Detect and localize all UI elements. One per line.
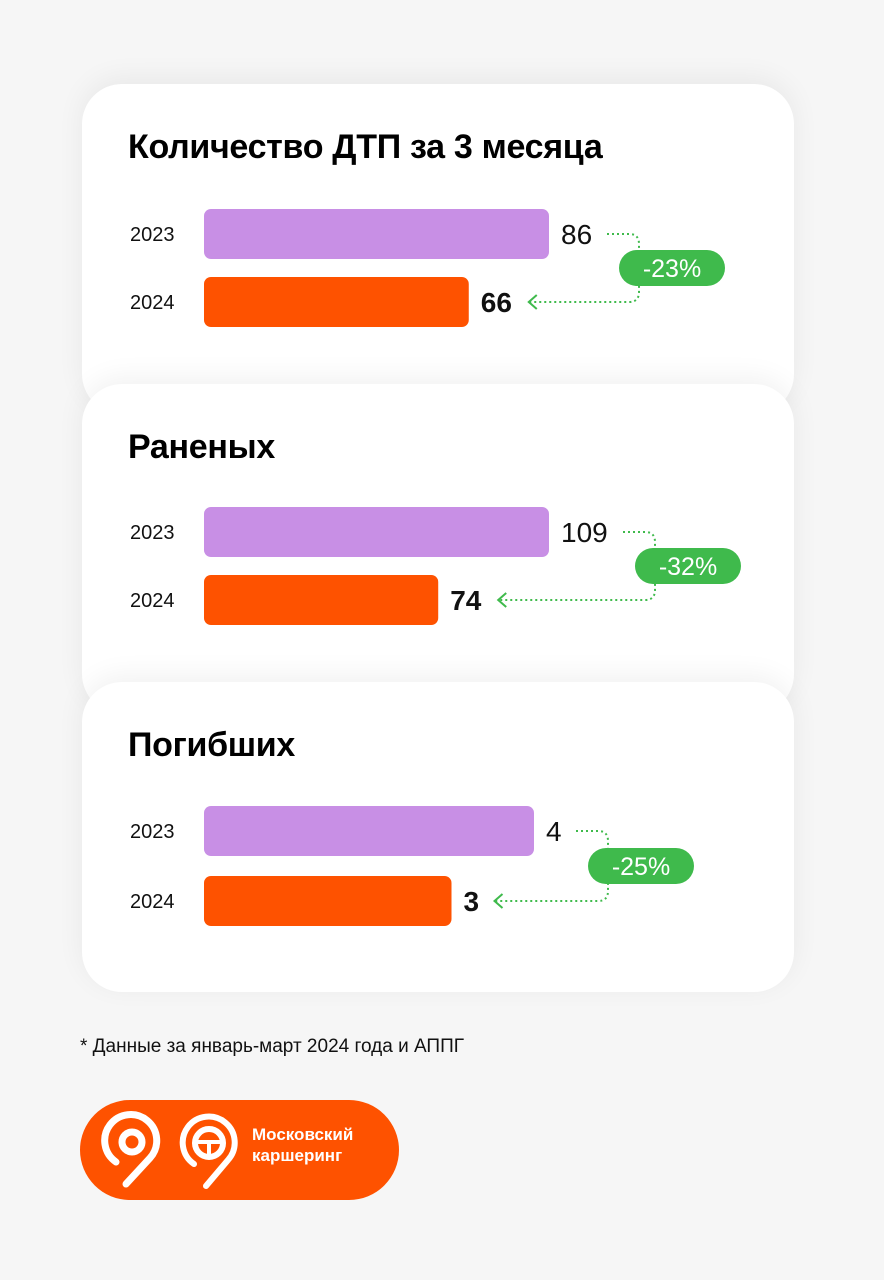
change-connector [494,830,609,902]
bar-2023 [204,806,534,856]
change-label: -23% [643,255,701,283]
year-label: 2024 [130,590,175,612]
chart-title: Количество ДТП за 3 месяца [128,128,603,166]
value-label: 74 [450,585,482,616]
bar-2023 [204,209,549,259]
steering-wheel-logo-icon [179,1113,238,1189]
change-label: -32% [659,553,717,581]
bar-2024 [204,575,439,625]
bar-2024 [204,876,452,926]
value-label: 109 [561,517,608,548]
change-connector [528,233,640,303]
nine-logo-icon [101,1111,161,1188]
change-badge [588,848,694,884]
brand-name-line1: Московский [252,1125,354,1144]
bar-2024 [204,277,469,327]
chart-svg: 2023 86 2024 66 -23% [130,209,725,327]
value-label: 4 [546,816,562,847]
footnote: * Данные за январь-март 2024 года и АППГ [80,1036,465,1057]
chart-card-injured: Раненых 2023 109 2024 74 -32% [82,384,794,714]
bar-2023 [204,507,549,557]
change-badge [635,548,741,584]
chart-svg: 2023 4 2024 3 -25% [130,806,694,926]
year-label: 2024 [130,292,175,314]
year-label: 2023 [130,821,175,843]
chart-card-killed: Погибших 2023 4 2024 3 -25% [82,682,794,992]
change-badge [619,250,725,286]
chart-svg: 2023 109 2024 74 -32% [130,507,741,625]
year-label: 2023 [130,522,175,544]
value-label: 66 [481,287,512,318]
year-label: 2023 [130,224,175,246]
brand-badge: Московский каршеринг [80,1100,399,1200]
change-label: -25% [612,853,670,881]
brand-name: Московский каршеринг [252,1124,353,1166]
value-label: 3 [464,886,480,917]
arrow-left-icon [527,294,538,310]
brand-logos [101,1111,238,1189]
brand-name-line2: каршеринг [252,1146,343,1165]
change-connector [498,531,656,601]
year-label: 2024 [130,891,175,913]
arrow-left-icon [492,893,504,909]
chart-title: Погибших [128,726,296,764]
chart-title: Раненых [128,428,275,466]
value-label: 86 [561,219,592,250]
chart-card-accidents: Количество ДТП за 3 месяца 2023 86 2024 66 -… [82,84,794,414]
arrow-left-icon [496,592,507,608]
